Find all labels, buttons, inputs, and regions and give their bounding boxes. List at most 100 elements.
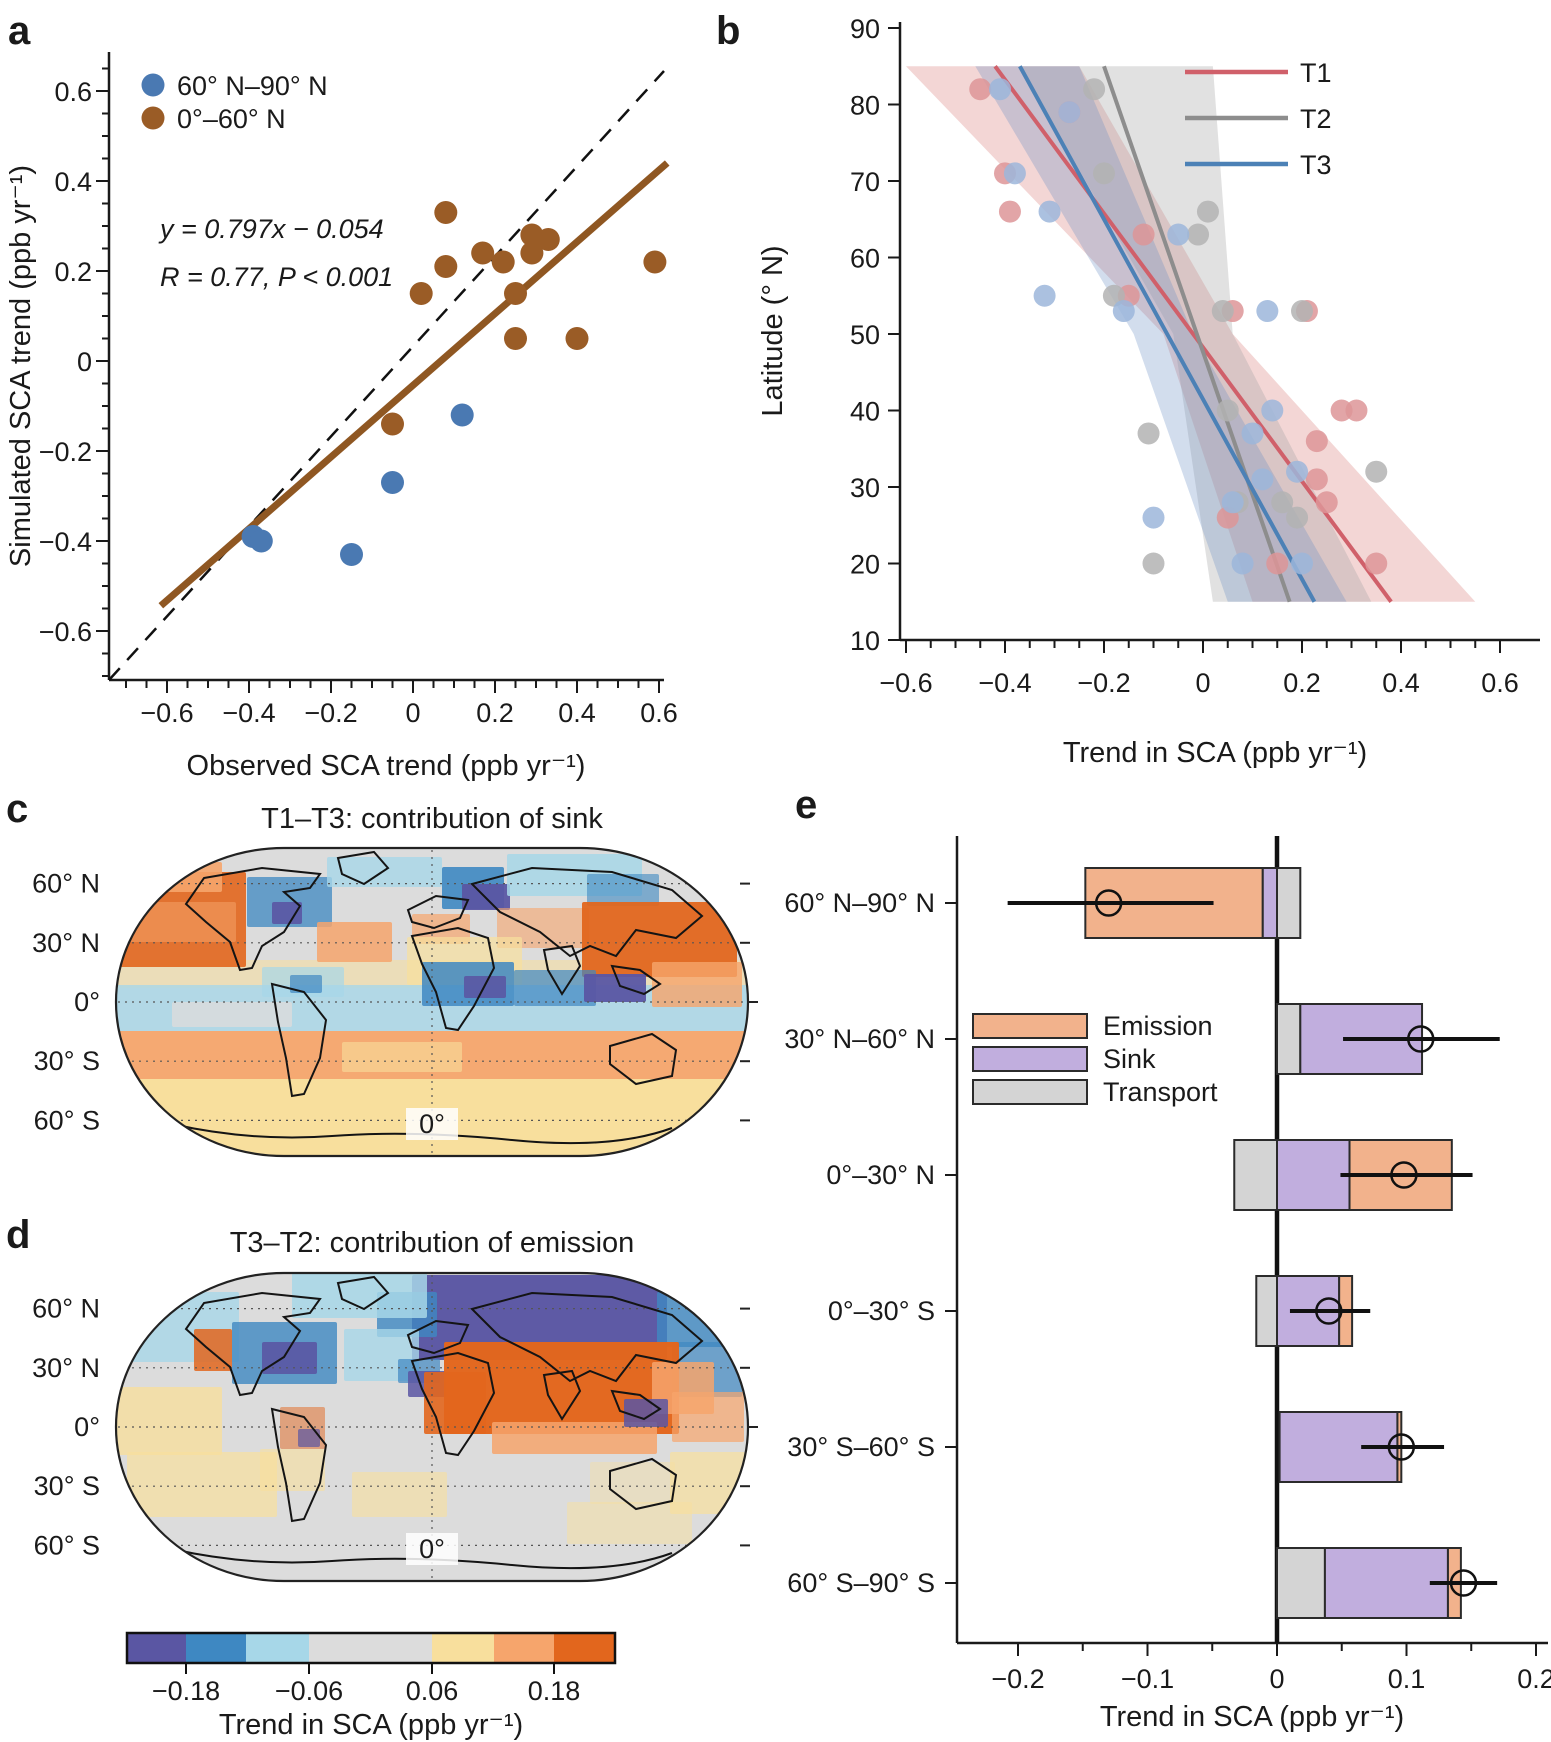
- coastline: [270, 1407, 328, 1523]
- bar-segment-transport: [1276, 867, 1302, 939]
- panel-a-data-point: [434, 255, 458, 278]
- panel-b-data-point: [1167, 223, 1190, 246]
- identity-line: [108, 70, 665, 681]
- coastline: [406, 1319, 470, 1355]
- map-color-patch: [670, 1452, 745, 1514]
- coastline: [470, 866, 704, 958]
- coastline: [270, 982, 328, 1098]
- panel-b-legend-label: T3: [1300, 150, 1332, 180]
- colorbar-frame: [125, 1631, 617, 1665]
- map-color-patch: [116, 1387, 222, 1455]
- panel-b-legend-label: T1: [1300, 58, 1332, 88]
- net-marker: [1390, 1161, 1418, 1189]
- panel-b-data-point: [1305, 430, 1328, 453]
- panel-b-x-tick-label: 0.2: [1283, 668, 1321, 698]
- panel-e-row-label: 60° S–90° S: [787, 1568, 935, 1598]
- map-color-patch: [567, 1502, 692, 1544]
- panel-letter-c: c: [6, 787, 28, 831]
- map-meridian-label: 0°: [419, 1534, 445, 1564]
- panel-b-data-point: [1231, 552, 1254, 575]
- map-color-patch: [492, 1422, 657, 1454]
- panel-b-data-point: [1142, 506, 1165, 529]
- panel-a-x-tick-label: −0.4: [222, 698, 275, 728]
- map-color-patch: [652, 962, 742, 1007]
- panel-b-data-point: [1345, 399, 1368, 422]
- coastline: [610, 1389, 662, 1421]
- panel-b-x-tick-label: 0: [1195, 668, 1210, 698]
- panel-b-x-tick-label: −0.6: [879, 668, 932, 698]
- map-panel-c: 60° N 30° N 0° 30° S 60° S 0°: [32, 846, 758, 1158]
- coastline: [610, 964, 662, 996]
- map-color-patch: [260, 1449, 325, 1491]
- meridian-label-bg: [406, 1533, 458, 1565]
- map-color-patch: [352, 1472, 447, 1517]
- panel-b-data-point: [1286, 506, 1309, 529]
- panel-b-data-point: [989, 78, 1012, 101]
- panel-b-data-point: [998, 200, 1021, 223]
- panel-e-row-label: 0°–30° S: [828, 1296, 935, 1326]
- panel-e-x-tick-label: −0.1: [1121, 1664, 1174, 1694]
- panel-b-data-point: [1365, 460, 1388, 483]
- panel-a-data-point: [381, 471, 404, 494]
- panel-b-y-tick-label: 10: [850, 626, 880, 656]
- panel-b-data-point: [1132, 223, 1155, 246]
- panel-a-legend-label: 60° N–90° N: [177, 71, 328, 101]
- panel-a-xlabel: Observed SCA trend (ppb yr⁻¹): [187, 750, 586, 782]
- map-lat-label: 0°: [74, 1412, 100, 1442]
- panel-a-plot: −0.6 −0.4 −0.2 0 0.2 0.4 0.6 −0.6 −0.4 −0.2 0 0.2 0.…: [39, 52, 678, 728]
- panel-b-legend-label: T2: [1300, 104, 1332, 134]
- panel-b-data-point: [1291, 552, 1313, 575]
- map-panel-d: 60° N 30° N 0° 30° S 60° S 0°: [32, 1271, 758, 1583]
- colorbar-segment: [554, 1633, 615, 1663]
- panel-letter-a: a: [8, 9, 31, 53]
- panel-b-x-tick-label: −0.2: [1077, 668, 1130, 698]
- panel-a-data-point: [381, 412, 404, 436]
- panel-a-x-tick-label: 0.6: [640, 698, 678, 728]
- panel-a-y-tick-label: −0.6: [39, 617, 92, 647]
- panel-a-data-point: [409, 282, 433, 305]
- panel-a-legend-marker: [141, 106, 165, 130]
- coastline: [336, 850, 390, 886]
- coastline: [542, 944, 582, 996]
- panel-e-legend-label: Transport: [1103, 1077, 1218, 1107]
- map-color-patch: [172, 1002, 292, 1027]
- map-color-patch: [262, 1342, 317, 1374]
- map-outline: [114, 1271, 750, 1583]
- map-color-patch: [342, 1042, 462, 1072]
- bar-segment-transport: [1276, 1547, 1326, 1619]
- coastline: [609, 1032, 678, 1086]
- map-raster-cells: [116, 850, 748, 1156]
- panel-b-ylabel: Latitude (° N): [757, 245, 789, 416]
- panel-a-y-tick-label: 0.2: [54, 257, 92, 287]
- panel-b-data-point: [1142, 552, 1165, 575]
- map-raster-cells: [116, 1273, 746, 1579]
- panel-e-x-tick-label: 0.2: [1517, 1664, 1551, 1694]
- net-marker: [1406, 1025, 1435, 1053]
- panel-a-data-point: [520, 241, 544, 265]
- panel-a-fit-statistics: R = 0.77, P < 0.001: [160, 262, 393, 292]
- map-lat-label: 30° S: [34, 1046, 100, 1076]
- panel-a-x-tick-label: 0.4: [558, 698, 596, 728]
- panel-b-data-point: [1221, 491, 1244, 514]
- panel-b-data-point: [1251, 468, 1274, 491]
- bar-segment-sink: [1276, 1139, 1351, 1211]
- map-color-patch: [584, 974, 646, 1002]
- colorbar-segment: [494, 1633, 554, 1663]
- panel-a-y-tick-label: −0.2: [39, 437, 92, 467]
- net-marker: [1449, 1569, 1478, 1597]
- panel-a-legend-label: 0°–60° N: [177, 104, 286, 134]
- panel-a-data-point: [249, 529, 273, 553]
- panel-b-data-point: [1261, 399, 1284, 422]
- coastline: [406, 894, 470, 930]
- colorbar-tick-label: −0.18: [152, 1676, 220, 1706]
- panel-b-data-point: [969, 78, 992, 101]
- coastline: [410, 1351, 496, 1457]
- panel-b-y-tick-label: 60: [850, 244, 880, 274]
- map-lat-label: 30° N: [32, 1353, 100, 1383]
- coastline: [470, 1291, 704, 1383]
- colorbar-segment: [309, 1633, 432, 1663]
- map-colorbar: −0.18 −0.06 0.06 0.18: [125, 1631, 617, 1706]
- panel-a-data-point: [491, 250, 515, 274]
- panel-a-data-point: [434, 201, 458, 224]
- generated-charts: −0.6 −0.4 −0.2 0 0.2 0.4 0.6 −0.6 −0.4 −0.2 0 0.2 0.…: [32, 14, 1551, 1706]
